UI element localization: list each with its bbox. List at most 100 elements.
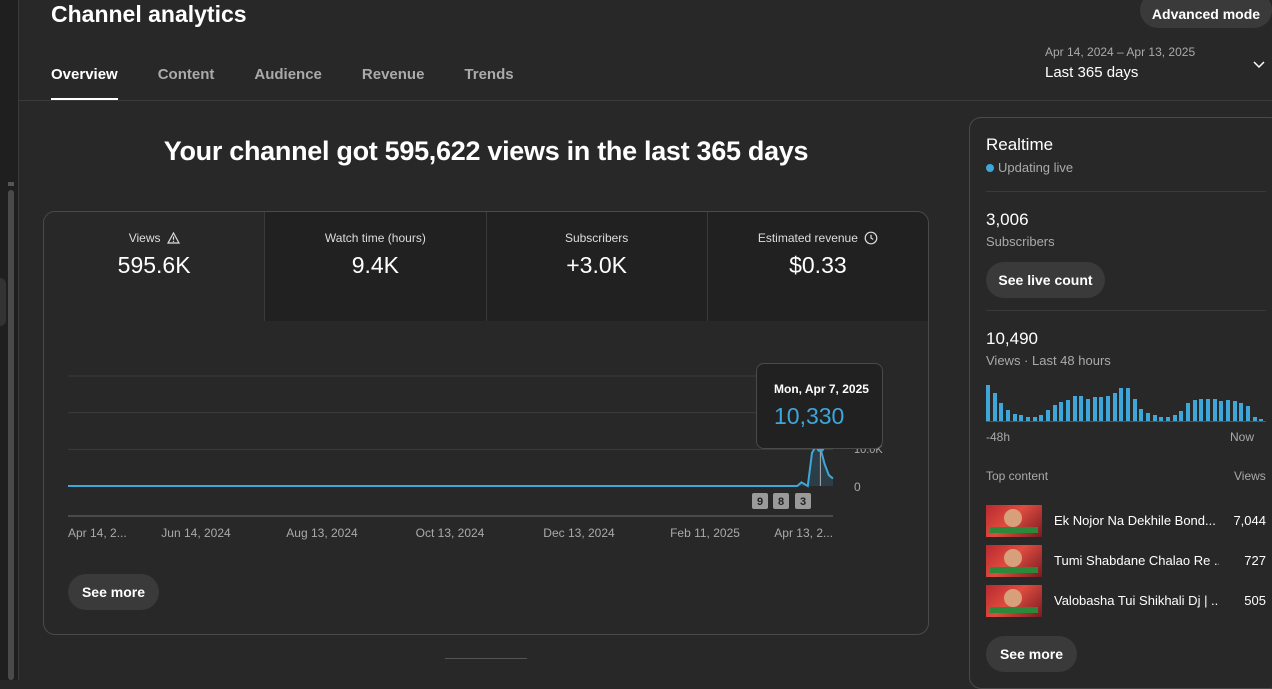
tab-content[interactable]: Content (158, 66, 215, 100)
realtime-bar (1113, 393, 1117, 421)
realtime-bar (999, 403, 1003, 421)
side-panel-handle[interactable] (0, 278, 6, 326)
realtime-bar (1006, 410, 1010, 421)
chart-x-tick-label: Oct 13, 2024 (416, 526, 485, 540)
thumbnail-strip (990, 607, 1038, 613)
live-status-text: Updating live (998, 160, 1073, 175)
tab-audience[interactable]: Audience (254, 66, 322, 100)
views-headline: Your channel got 595,622 views in the la… (43, 136, 929, 167)
chart-x-tick-label: Feb 11, 2025 (670, 526, 740, 540)
realtime-bar (1219, 401, 1223, 421)
tooltip-date: Mon, Apr 7, 2025 (774, 382, 882, 396)
realtime-bar (1146, 413, 1150, 421)
realtime-bar (1099, 397, 1103, 421)
chart-series-line (68, 446, 833, 486)
realtime-bar (1093, 397, 1097, 421)
date-range-label: Last 365 days (1045, 64, 1195, 81)
realtime-bar (1119, 388, 1123, 421)
see-live-count-button[interactable]: See live count (986, 262, 1105, 298)
realtime-panel: Realtime Updating live 3,006 Subscribers… (969, 117, 1272, 689)
see-more-button[interactable]: See more (68, 574, 159, 610)
chart-tooltip: Mon, Apr 7, 2025 10,330 (756, 363, 883, 449)
divider (986, 310, 1266, 311)
chart-x-tick-label: Jun 14, 2024 (161, 526, 231, 540)
bar-axis-end: Now (1230, 430, 1254, 444)
realtime-bar (1179, 411, 1183, 421)
chart-x-tick-label: Apr 14, 2... (68, 526, 127, 540)
bar-chart-baseline (986, 421, 1266, 422)
realtime-bar (1013, 414, 1017, 421)
video-thumbnail (986, 585, 1042, 617)
live-dot-icon (986, 164, 994, 172)
realtime-bar (1046, 410, 1050, 421)
realtime-bar (1086, 399, 1090, 422)
top-content-item[interactable]: Tumi Shabdane Chalao Re ... 727 (986, 545, 1266, 577)
chart-area (68, 446, 833, 486)
realtime-bar (1073, 396, 1077, 421)
realtime-bar (1106, 396, 1110, 421)
scroll-up-arrow[interactable] (8, 182, 14, 186)
bar-axis-start: -48h (986, 430, 1010, 444)
chart-x-tick-label: Aug 13, 2024 (286, 526, 358, 540)
top-content-item[interactable]: Valobasha Tui Shikhali Dj | ... 505 (986, 585, 1266, 617)
video-thumbnail (986, 545, 1042, 577)
realtime-bar (1133, 399, 1137, 422)
thumbnail-strip (990, 567, 1038, 573)
tab-overview[interactable]: Overview (51, 66, 118, 100)
tab-trends[interactable]: Trends (464, 66, 513, 100)
realtime-title: Realtime (986, 135, 1053, 155)
page-title: Channel analytics (51, 0, 247, 28)
thumbnail-face (1004, 549, 1022, 567)
date-range-selector[interactable]: Apr 14, 2024 – Apr 13, 2025 Last 365 day… (1045, 45, 1195, 81)
thumbnail-face (1004, 509, 1022, 527)
tooltip-value: 10,330 (774, 403, 882, 430)
realtime-bar (1126, 388, 1130, 421)
advanced-mode-button[interactable]: Advanced mode (1140, 0, 1272, 28)
realtime-bar (1059, 402, 1063, 421)
video-title: Valobasha Tui Shikhali Dj | ... (1054, 593, 1219, 608)
realtime-bar (993, 393, 997, 421)
realtime-bar (1206, 399, 1210, 422)
realtime-bar (1066, 400, 1070, 421)
realtime-bar (1246, 406, 1250, 421)
top-content-heading: Top content (986, 469, 1048, 483)
realtime-views-label: Views · Last 48 hours (986, 353, 1111, 368)
date-range-dates: Apr 14, 2024 – Apr 13, 2025 (1045, 45, 1195, 59)
video-views: 7,044 (1216, 513, 1266, 528)
chart-y-tick-label: 0 (854, 480, 861, 494)
video-views: 727 (1216, 553, 1266, 568)
thumbnail-strip (990, 527, 1038, 533)
see-more-button[interactable]: See more (986, 636, 1077, 672)
realtime-bar-chart (986, 385, 1266, 421)
chart-event-marker-label: 3 (800, 496, 806, 508)
page-divider (445, 658, 527, 659)
scrollbar-thumb[interactable] (8, 190, 14, 680)
realtime-bar (1186, 403, 1190, 421)
live-status: Updating live (986, 160, 1073, 175)
chart-event-marker-label: 8 (778, 496, 784, 508)
tab-revenue[interactable]: Revenue (362, 66, 425, 100)
divider (986, 191, 1266, 192)
realtime-bar (1226, 400, 1230, 421)
top-content-item[interactable]: Ek Nojor Na Dekhile Bond... 7,044 (986, 505, 1266, 537)
realtime-bar (1233, 401, 1237, 421)
video-title: Tumi Shabdane Chalao Re ... (1054, 553, 1219, 568)
video-views: 505 (1216, 593, 1266, 608)
tab-bar: Overview Content Audience Revenue Trends (51, 66, 554, 100)
realtime-bar (986, 385, 990, 421)
chart-x-tick-label: Apr 13, 2... (774, 526, 833, 540)
realtime-views-value: 10,490 (986, 329, 1038, 349)
realtime-bar (1213, 399, 1217, 422)
subscriber-count: 3,006 (986, 210, 1029, 230)
video-title: Ek Nojor Na Dekhile Bond... (1054, 513, 1219, 528)
realtime-bar (1193, 400, 1197, 421)
chevron-down-icon[interactable] (1252, 58, 1266, 72)
chart-event-marker-label: 9 (757, 496, 763, 508)
thumbnail-face (1004, 589, 1022, 607)
realtime-bar (1199, 399, 1203, 422)
top-content-views-heading: Views (1234, 469, 1266, 483)
video-thumbnail (986, 505, 1042, 537)
chart-x-tick-label: Dec 13, 2024 (543, 526, 615, 540)
subscriber-label: Subscribers (986, 234, 1055, 249)
tab-divider (18, 100, 1272, 101)
